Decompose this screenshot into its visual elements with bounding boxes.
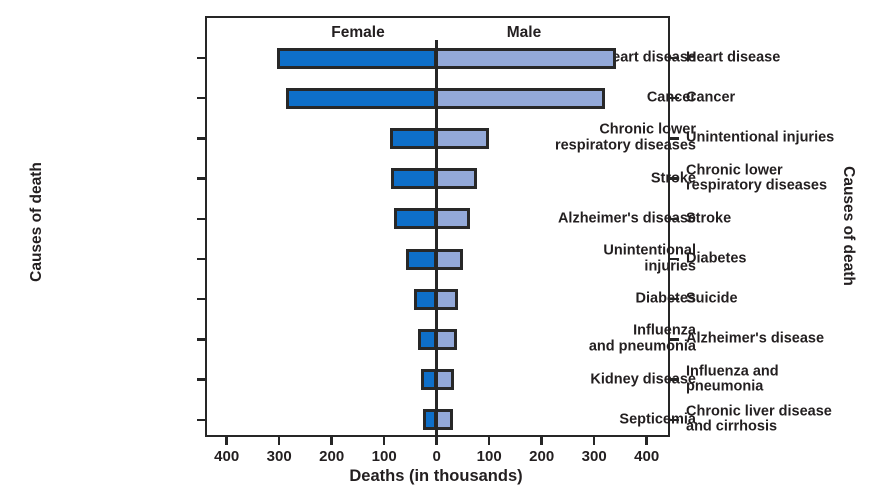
- male-bar: [433, 369, 455, 391]
- x-axis-tick-label: 200: [319, 448, 345, 465]
- male-category-label: Stroke: [686, 210, 732, 227]
- male-bar: [433, 288, 458, 310]
- left-category-tick: [196, 56, 206, 60]
- right-category-tick: [669, 418, 679, 422]
- male-category-label: Unintentional injuries: [686, 129, 835, 146]
- female-category-label: Influenza and pneumonia: [588, 322, 696, 355]
- male-category-label: Chronic lower respiratory diseases: [686, 162, 828, 194]
- x-axis-tick-label: 100: [371, 448, 397, 465]
- male-bar: [433, 127, 489, 149]
- left-category-tick: [196, 137, 206, 140]
- left-category-tick: [196, 378, 206, 381]
- x-axis-tick-label: 400: [214, 448, 240, 465]
- x-axis-tick-label: 200: [529, 448, 555, 465]
- left-category-tick: [196, 177, 206, 180]
- female-category-label: Diabetes: [635, 290, 696, 307]
- x-axis-title: Deaths (in thousands): [349, 467, 523, 485]
- female-bar: [390, 168, 440, 190]
- female-category-label: Alzheimer's disease: [557, 210, 696, 227]
- female-category-label: Unintentional injuries: [603, 242, 696, 274]
- male-header-label: Male: [506, 24, 542, 41]
- right-category-tick: [669, 177, 679, 180]
- male-bar: [433, 47, 616, 69]
- male-bar: [433, 208, 470, 230]
- y-axis-title-left: Causes of death: [28, 162, 45, 282]
- male-category-label: Cancer: [686, 89, 736, 106]
- x-axis-tick-label: 400: [634, 448, 660, 465]
- female-category-label: Kidney disease: [590, 370, 696, 387]
- x-axis-tick: [645, 436, 648, 445]
- x-axis-tick: [277, 436, 281, 445]
- y-axis-title-right: Causes of death: [840, 166, 857, 286]
- right-category-tick: [669, 297, 679, 301]
- right-category-tick: [669, 257, 679, 261]
- male-bar: [433, 87, 605, 109]
- left-category-tick: [196, 217, 206, 221]
- left-category-tick: [196, 257, 206, 261]
- female-bar: [389, 127, 440, 149]
- right-category-tick: [669, 96, 679, 100]
- male-category-label: Suicide: [686, 290, 738, 307]
- male-category-label: Heart disease: [686, 49, 781, 66]
- female-header-label: Female: [331, 24, 385, 41]
- x-axis-tick: [435, 436, 438, 445]
- x-axis-tick-label: 300: [581, 448, 607, 465]
- female-category-label: Heart disease: [601, 49, 696, 66]
- x-axis-tick: [592, 436, 596, 445]
- right-category-tick: [669, 56, 679, 60]
- x-axis-tick: [330, 436, 333, 445]
- male-bar: [433, 248, 463, 270]
- left-category-tick: [196, 418, 206, 422]
- female-category-label: Chronic lower respiratory diseases: [554, 121, 696, 154]
- male-bar: [433, 168, 478, 190]
- x-axis-tick: [540, 436, 543, 445]
- female-category-label: Septicemia: [619, 411, 696, 428]
- x-axis-tick-label: 100: [476, 448, 502, 465]
- left-category-tick: [196, 96, 206, 100]
- left-category-tick: [196, 338, 206, 341]
- x-axis-tick: [487, 436, 491, 445]
- right-category-tick: [669, 137, 679, 140]
- male-category-label: Alzheimer's disease: [686, 330, 825, 347]
- x-axis-tick-label: 300: [266, 448, 292, 465]
- male-bar: [433, 409, 453, 431]
- center-axis-line: [435, 40, 438, 437]
- female-bar: [285, 87, 440, 109]
- right-category-tick: [669, 338, 679, 341]
- male-category-label: Diabetes: [686, 250, 747, 267]
- right-category-tick: [669, 378, 679, 381]
- male-category-label: Influenza and pneumonia: [686, 363, 779, 395]
- x-axis-tick: [225, 436, 228, 445]
- male-bar: [433, 328, 457, 350]
- x-axis-tick: [382, 436, 386, 445]
- female-bar: [276, 47, 440, 69]
- male-category-label: Chronic liver disease and cirrhosis: [686, 403, 832, 435]
- left-category-tick: [196, 297, 206, 301]
- x-axis-tick-label: 0: [432, 448, 441, 465]
- right-category-tick: [669, 217, 679, 221]
